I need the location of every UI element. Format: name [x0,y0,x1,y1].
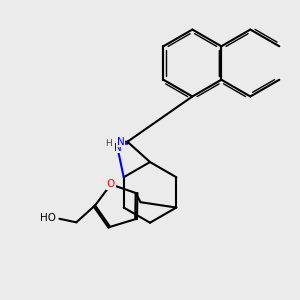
Text: N: N [117,136,124,147]
Text: O: O [107,179,115,189]
Text: N: N [113,142,121,152]
Text: H: H [105,139,112,148]
Text: HO: HO [40,213,56,223]
